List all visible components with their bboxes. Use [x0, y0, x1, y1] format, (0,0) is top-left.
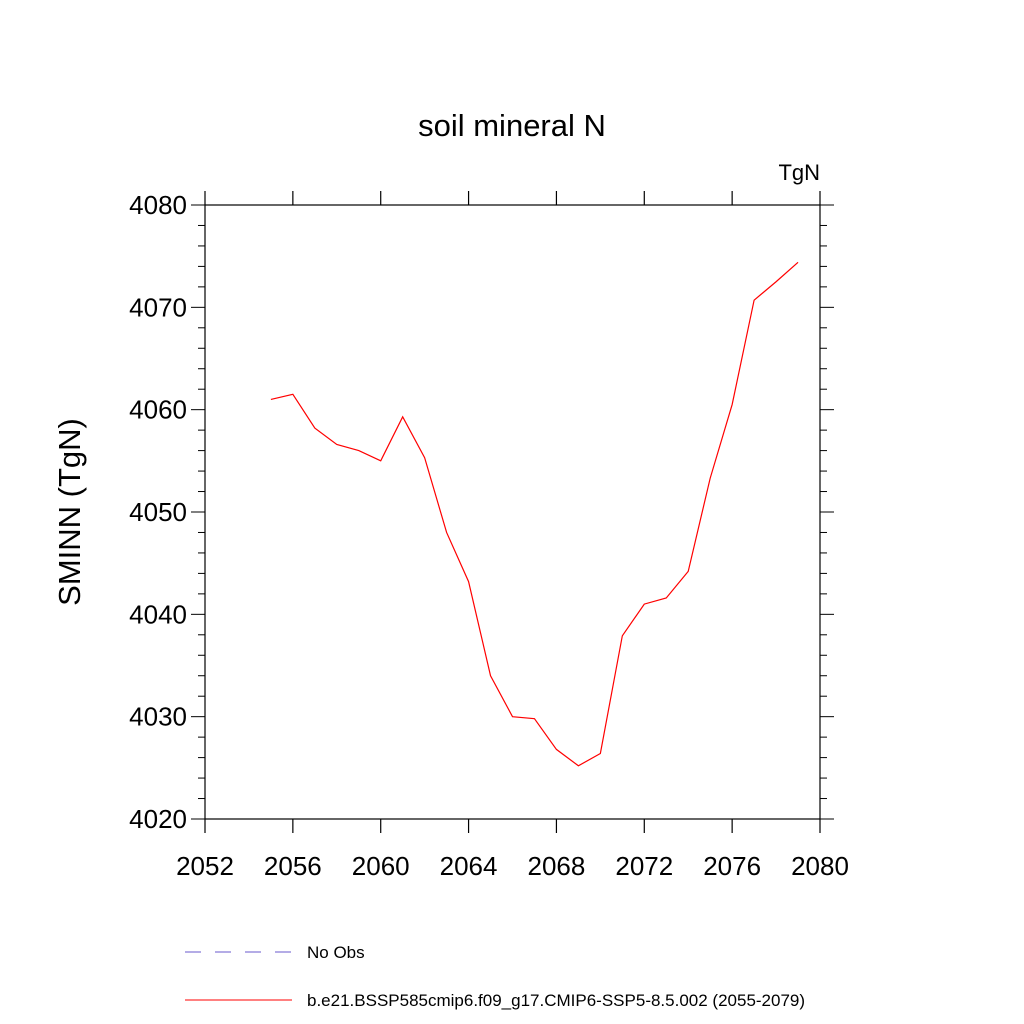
legend-label: No Obs — [307, 943, 365, 962]
plot-frame — [204, 204, 821, 820]
y-tick-label: 4030 — [129, 702, 187, 732]
x-tick-label: 2060 — [352, 851, 410, 881]
y-tick-label: 4050 — [129, 497, 187, 527]
y-tick-label: 4060 — [129, 395, 187, 425]
y-tick-label: 4080 — [129, 190, 187, 220]
series-line — [270, 261, 799, 767]
x-tick-label: 2052 — [176, 851, 234, 881]
x-tick-label: 2056 — [264, 851, 322, 881]
y-tick-label: 4020 — [129, 804, 187, 834]
x-tick-label: 2064 — [440, 851, 498, 881]
x-tick-label: 2080 — [791, 851, 849, 881]
x-tick-label: 2072 — [615, 851, 673, 881]
y-tick-label: 4040 — [129, 599, 187, 629]
x-tick-label: 2076 — [703, 851, 761, 881]
y-tick-label: 4070 — [129, 292, 187, 322]
legend: No Obs b.e21.BSSP585cmip6.f09_g17.CMIP6-S… — [185, 943, 805, 1010]
units-label: TgN — [778, 160, 820, 185]
axis-tick-labels: 2052 2056 2060 2064 2068 2072 2076 2080 4020 4030… — [129, 190, 849, 881]
chart-title: soil mineral N — [418, 108, 606, 143]
data-series — [270, 261, 799, 767]
y-axis-label: SMINN (TgN) — [52, 418, 87, 606]
axis-ticks — [191, 191, 834, 833]
legend-label: b.e21.BSSP585cmip6.f09_g17.CMIP6-SSP5-8.… — [307, 991, 805, 1010]
x-tick-label: 2068 — [528, 851, 586, 881]
